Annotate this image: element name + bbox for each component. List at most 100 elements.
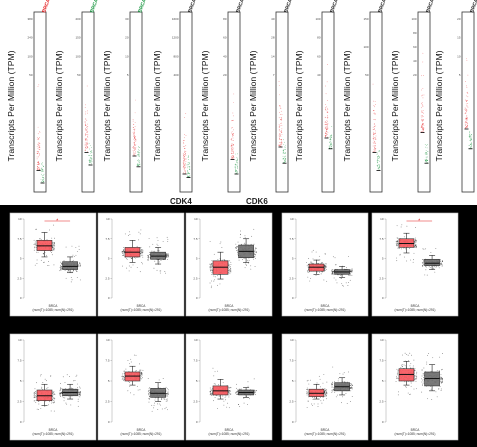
- tumor-point: [85, 146, 87, 147]
- tumor-point: [327, 123, 329, 125]
- normal-point: [59, 266, 61, 268]
- tumor-point: [34, 391, 36, 393]
- tumor-point: [372, 138, 374, 140]
- tumor-point: [134, 150, 135, 152]
- tumor-point: [51, 237, 53, 239]
- normal-point: [88, 161, 90, 163]
- normal-point: [421, 369, 423, 371]
- normal-point: [237, 251, 239, 253]
- y-tick-label: 7.5: [105, 359, 110, 363]
- tumor-point: [422, 106, 424, 108]
- tumor-point: [183, 137, 185, 139]
- tumor-point: [396, 242, 398, 244]
- tumor-point: [230, 261, 232, 263]
- normal-point: [254, 253, 256, 255]
- partial-gene-label: CDK6: [246, 197, 268, 205]
- tumor-point: [126, 267, 128, 269]
- tumor-point: [214, 279, 216, 281]
- tumor-point: [466, 120, 468, 121]
- tumor-point: [279, 137, 280, 139]
- tumor-point: [36, 382, 38, 384]
- normal-point: [441, 368, 443, 370]
- tumor-point: [312, 404, 313, 406]
- tumor-point: [281, 141, 283, 143]
- normal-point: [435, 248, 437, 250]
- normal-point: [163, 398, 165, 400]
- tumor-point: [87, 151, 88, 153]
- normal-point: [158, 261, 160, 263]
- box-subcaption: (num(T)=1085; num(N)=291): [209, 432, 250, 436]
- normal-point: [285, 144, 286, 146]
- normal-point: [333, 272, 335, 274]
- tumor-point: [415, 376, 417, 378]
- tumor-point: [184, 151, 186, 153]
- tumor-point: [222, 382, 224, 384]
- normal-point: [283, 158, 285, 160]
- tumor-point: [210, 263, 212, 265]
- normal-point: [379, 151, 380, 152]
- normal-point: [166, 388, 168, 390]
- normal-point: [60, 264, 62, 266]
- tumor-point: [397, 247, 399, 249]
- tumor-point: [35, 391, 37, 393]
- tumor-point: [37, 162, 39, 163]
- tumor-point: [421, 120, 423, 122]
- normal-point: [351, 386, 353, 388]
- tumor-point: [326, 122, 327, 123]
- normal-point: [188, 175, 189, 177]
- significance-star: *: [418, 219, 420, 225]
- tumor-point: [225, 399, 227, 401]
- tumor-point: [37, 145, 39, 147]
- normal-point: [425, 160, 426, 161]
- normal-point: [149, 393, 151, 395]
- tpm-gene-tag: BRCA: [137, 0, 148, 14]
- normal-point: [284, 161, 286, 163]
- tumor-point: [48, 404, 50, 406]
- normal-point: [247, 385, 249, 387]
- normal-point: [65, 246, 67, 248]
- tumor-point: [209, 264, 211, 265]
- tumor-point: [374, 114, 376, 115]
- tumor-point: [133, 147, 135, 148]
- normal-point: [236, 153, 238, 155]
- normal-point: [167, 254, 169, 256]
- tumor-point: [48, 401, 50, 403]
- normal-point: [471, 144, 473, 146]
- tumor-point: [85, 133, 87, 135]
- normal-point: [89, 159, 90, 161]
- normal-point: [334, 264, 336, 266]
- tumor-point: [139, 271, 141, 273]
- tumor-point: [466, 87, 468, 88]
- normal-point: [333, 274, 335, 276]
- normal-point: [42, 171, 44, 172]
- tumor-point: [141, 254, 143, 256]
- normal-point: [440, 374, 442, 376]
- tumor-point: [326, 129, 327, 130]
- normal-point: [341, 284, 343, 286]
- tumor-point: [326, 134, 327, 136]
- normal-point: [329, 138, 330, 140]
- normal-point: [79, 265, 81, 267]
- tumor-point: [307, 392, 309, 394]
- tumor-point: [230, 156, 232, 158]
- normal-point: [236, 162, 238, 163]
- tumor-point: [133, 138, 135, 139]
- tumor-point: [217, 284, 218, 286]
- normal-point: [156, 269, 158, 271]
- tumor-point: [231, 148, 232, 150]
- y-tick-label: 5: [196, 257, 198, 261]
- tumor-point: [327, 116, 329, 118]
- tumor-point: [232, 157, 234, 159]
- normal-point: [422, 265, 424, 267]
- tumor-point: [34, 400, 35, 402]
- tumor-point: [43, 261, 45, 263]
- tumor-point: [415, 227, 416, 228]
- tumor-point: [278, 81, 280, 82]
- tumor-point: [405, 385, 407, 387]
- tumor-point: [374, 125, 375, 127]
- tumor-point: [404, 381, 406, 383]
- tumor-point: [311, 251, 313, 253]
- normal-point: [336, 394, 338, 396]
